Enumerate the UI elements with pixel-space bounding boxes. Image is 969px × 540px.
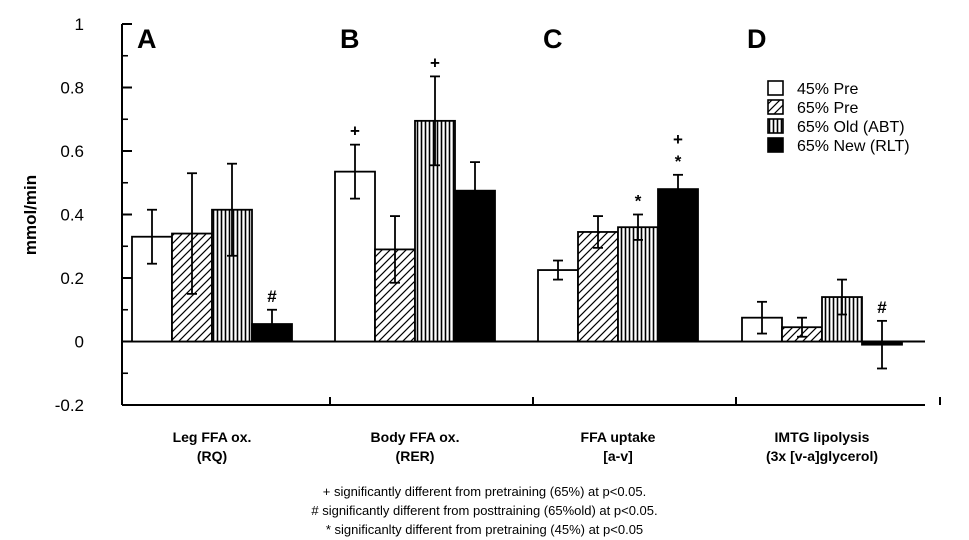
legend-swatch (767, 99, 784, 115)
significance-marker: # (877, 298, 887, 317)
significance-marker: + (673, 130, 683, 149)
significance-marker: + (350, 122, 360, 141)
legend-label: 65% Old (ABT) (797, 119, 905, 136)
legend-label: 65% Pre (797, 100, 858, 117)
y-tick-label: 0.8 (60, 79, 84, 98)
y-tick-label: 0.6 (60, 142, 84, 161)
panel-letter: C (543, 24, 563, 54)
significance-marker: + (430, 53, 440, 72)
significance-marker: * (635, 192, 642, 211)
panel-letter: B (340, 24, 360, 54)
bar-open (537, 269, 579, 343)
category-label: FFA uptake (581, 429, 656, 445)
bar-open (334, 170, 376, 343)
category-label: Leg FFA ox. (173, 429, 252, 445)
footnote-plus: + significantly different from pretraini… (322, 484, 647, 499)
y-tick-label: 1 (75, 15, 84, 34)
significance-marker: * (675, 152, 682, 171)
footnote-hash: # significantly different from posttrain… (311, 503, 658, 518)
category-sublabel: (RER) (396, 448, 435, 464)
category-sublabel: (3x [v-a]glycerol) (766, 448, 878, 464)
legend-label: 65% New (RLT) (797, 138, 910, 155)
y-axis-label: mmol/min (21, 175, 40, 255)
y-tick-label: 0 (75, 333, 84, 352)
category-sublabel: [a-v] (603, 448, 633, 464)
legend-swatch (767, 137, 784, 153)
legend-label: 45% Pre (797, 81, 858, 98)
panel-letter: A (137, 24, 157, 54)
bar-vertical-lines (211, 208, 253, 343)
panel-letter: D (747, 24, 767, 54)
category-label: IMTG lipolysis (775, 429, 870, 445)
y-tick-label: 0.4 (60, 206, 84, 225)
legend-swatch (767, 118, 784, 134)
category-sublabel: (RQ) (197, 448, 227, 464)
bar-solid (657, 188, 699, 343)
category-label: Body FFA ox. (371, 429, 460, 445)
bar-vertical-lines (617, 226, 659, 343)
y-tick-label: 0.2 (60, 269, 84, 288)
y-tick-label: -0.2 (55, 396, 84, 415)
significance-marker: # (267, 287, 277, 306)
legend-swatch (767, 80, 784, 96)
footnote-star: * significanlty different from pretraini… (325, 522, 644, 537)
